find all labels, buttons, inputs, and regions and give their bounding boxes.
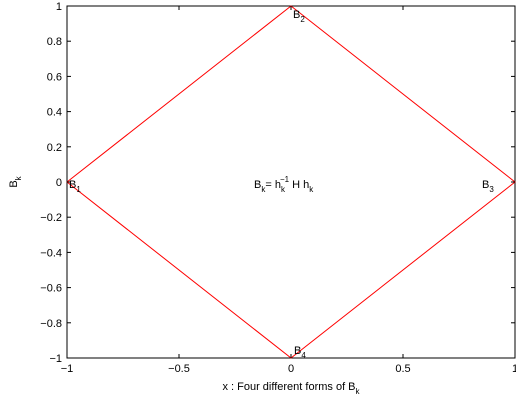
y-tick-label: 1 bbox=[56, 1, 62, 13]
y-axis-label: Bk bbox=[8, 175, 23, 187]
equation-label: Bk= hk−1 H hk bbox=[254, 175, 314, 194]
y-tick-label: 0.2 bbox=[47, 142, 62, 154]
y-tick-label: 0 bbox=[56, 177, 62, 189]
x-axis-label: x : Four different forms of Bk bbox=[222, 381, 360, 396]
ticks-layer: −1 −0.5 0 0.5 1 −1 −0.8 −0.6 −0.4 −0.2 0 0.2 0.4 0.6 0… bbox=[40, 1, 516, 375]
y-tick-label: −1 bbox=[49, 353, 62, 365]
x-tick-label: −0.5 bbox=[168, 363, 190, 375]
y-tick-label: −0.4 bbox=[40, 247, 62, 259]
axis-labels-layer: x : Four different forms of Bk Bk bbox=[8, 175, 361, 396]
y-tick-label: 0.8 bbox=[47, 36, 62, 48]
point-label-b1: B1 bbox=[69, 179, 81, 194]
y-tick-label: −0.8 bbox=[40, 318, 62, 330]
point-label-b2: B2 bbox=[293, 9, 305, 24]
x-tick-label: 0 bbox=[288, 363, 294, 375]
point-label-b3: B3 bbox=[482, 179, 494, 194]
y-tick-label: 0.4 bbox=[47, 107, 62, 119]
x-tick-label: 0.5 bbox=[395, 363, 410, 375]
point-labels-layer: B1 B2 B3 B4 Bk= hk−1 H hk bbox=[69, 9, 494, 360]
y-tick-label: −0.2 bbox=[40, 212, 62, 224]
x-tick-label: −1 bbox=[61, 363, 74, 375]
point-label-b4: B4 bbox=[294, 345, 306, 360]
x-tick-label: 1 bbox=[512, 363, 516, 375]
y-tick-label: 0.6 bbox=[47, 71, 62, 83]
y-tick-label: −0.6 bbox=[40, 283, 62, 295]
